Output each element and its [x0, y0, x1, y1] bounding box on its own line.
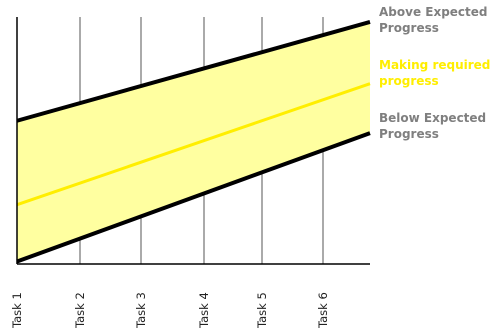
series-label-line: Above Expected	[379, 5, 488, 19]
series-line-making-required-progress	[16, 82, 371, 207]
series-label-making-required-progress: Making required progress	[379, 58, 490, 88]
series-lines	[16, 20, 371, 264]
series-label-line: Below Expected	[379, 111, 486, 125]
series-line-above-expected-progress	[16, 20, 371, 123]
tick-label-task-4: Task 4	[197, 292, 211, 329]
tick-label-task-6: Task 6	[316, 292, 330, 329]
series-label-line: Making required	[379, 58, 490, 72]
series-line-below-expected-progress	[16, 131, 371, 264]
series-label-line: Progress	[379, 21, 439, 35]
tick-label-task-2: Task 2	[73, 292, 87, 329]
series-label-below-expected-progress: Below Expected Progress	[379, 111, 486, 141]
series-label-above-expected-progress: Above Expected Progress	[379, 5, 488, 35]
x-tick-labels: Task 1 Task 2 Task 3 Task 4 Task 5 Task 6	[10, 292, 330, 329]
axes	[16, 17, 370, 265]
series-label-line: progress	[379, 74, 439, 88]
series-labels: Above Expected Progress Making required pro…	[379, 5, 490, 141]
tick-label-task-3: Task 3	[134, 292, 148, 329]
tick-label-task-1: Task 1	[10, 292, 24, 329]
tick-label-task-5: Task 5	[255, 292, 269, 329]
expected-progress-band	[17, 21, 370, 262]
series-label-line: Progress	[379, 127, 439, 141]
